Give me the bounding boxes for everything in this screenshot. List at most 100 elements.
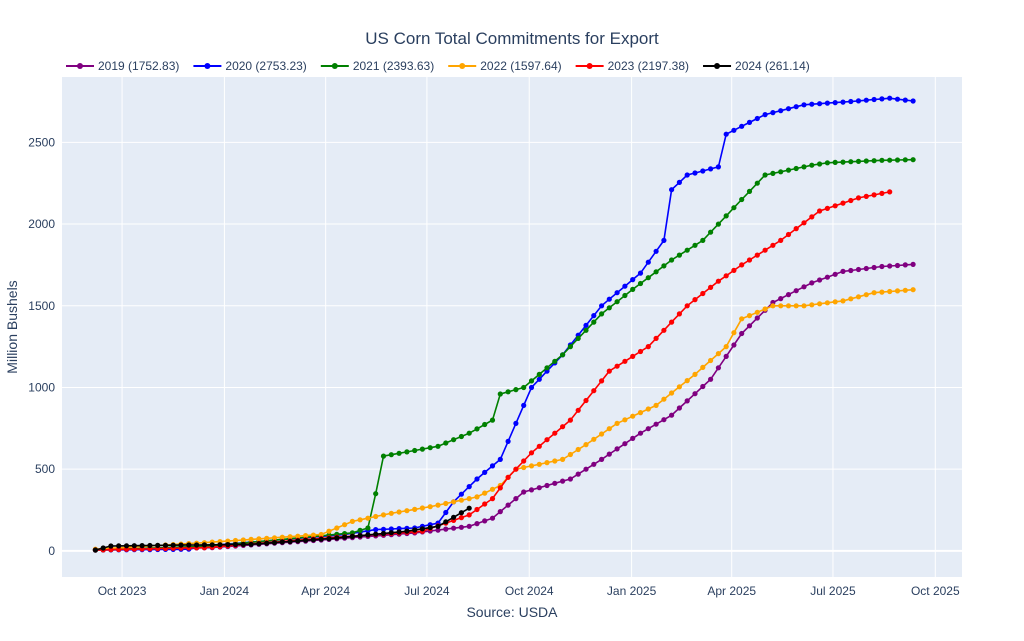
data-point	[692, 242, 698, 248]
data-point	[466, 523, 472, 529]
data-point	[778, 169, 784, 175]
data-point	[489, 515, 496, 521]
data-point	[809, 302, 815, 308]
data-point	[762, 306, 768, 312]
data-point	[139, 543, 145, 549]
legend-label: 2020 (2753.23)	[225, 59, 306, 73]
data-point	[560, 478, 566, 484]
data-point	[225, 542, 231, 548]
legend-item[interactable]: 2024 (261.14)	[703, 59, 810, 73]
data-point	[614, 290, 620, 296]
data-point	[310, 537, 316, 543]
data-point	[739, 123, 745, 129]
data-point	[848, 98, 854, 105]
data-point	[349, 518, 355, 525]
data-point	[497, 485, 503, 491]
legend-item[interactable]: 2019 (1752.83)	[66, 59, 179, 73]
data-point	[731, 205, 737, 211]
data-point	[715, 351, 722, 357]
data-point	[770, 110, 776, 116]
legend: 2019 (1752.83) 2020 (2753.23) 2021 (2393.6…	[66, 59, 810, 73]
legend-swatch-marker	[77, 63, 83, 69]
x-tick-label: Jul 2025	[810, 584, 856, 598]
data-point	[653, 269, 659, 275]
data-point	[894, 262, 901, 269]
data-point	[723, 131, 729, 137]
x-tick-label: Jan 2025	[607, 584, 657, 598]
data-point	[855, 294, 862, 300]
data-point	[817, 161, 823, 167]
data-point	[474, 494, 480, 500]
data-point	[614, 363, 620, 369]
y-tick-label: 1500	[28, 299, 55, 313]
data-point	[661, 396, 667, 402]
data-point	[778, 303, 784, 309]
legend-item[interactable]: 2023 (2197.38)	[575, 59, 689, 73]
data-point	[723, 353, 729, 359]
data-point	[832, 271, 838, 277]
data-point	[645, 406, 651, 412]
data-point	[427, 525, 433, 531]
legend-label: 2021 (2393.63)	[353, 59, 434, 73]
data-point	[505, 502, 511, 508]
data-point	[715, 164, 722, 170]
data-point	[303, 537, 309, 543]
data-point	[684, 247, 690, 253]
data-point	[373, 491, 379, 497]
data-point	[560, 456, 566, 462]
data-point	[661, 417, 667, 423]
data-point	[451, 525, 457, 531]
data-point	[591, 436, 597, 442]
data-point	[131, 543, 137, 549]
data-point	[412, 506, 418, 512]
data-point	[832, 299, 838, 305]
data-point	[528, 384, 535, 391]
data-point	[637, 280, 644, 287]
data-point	[793, 303, 799, 309]
data-point	[100, 545, 106, 551]
data-point	[832, 203, 838, 209]
data-point	[567, 344, 574, 350]
data-point	[700, 290, 706, 297]
data-point	[567, 476, 574, 482]
data-point	[435, 443, 441, 449]
data-point	[879, 157, 885, 163]
data-point	[342, 522, 348, 528]
legend-item[interactable]: 2021 (2393.63)	[320, 59, 434, 73]
x-tick-label: Jan 2024	[200, 584, 250, 598]
data-point	[489, 486, 496, 492]
data-point	[676, 179, 683, 185]
data-point	[715, 221, 722, 227]
data-point	[388, 510, 394, 516]
data-point	[466, 505, 472, 511]
data-point	[622, 358, 628, 364]
data-point	[700, 168, 706, 174]
y-tick-label: 1000	[28, 380, 55, 394]
data-point	[489, 417, 496, 423]
legend-item[interactable]: 2020 (2753.23)	[193, 59, 307, 73]
data-point	[715, 278, 722, 284]
data-point	[708, 229, 714, 235]
data-point	[583, 327, 589, 333]
data-point	[902, 287, 908, 293]
data-point	[863, 265, 869, 272]
legend-item[interactable]: 2022 (1597.64)	[448, 59, 562, 73]
data-point	[785, 231, 792, 238]
data-point	[271, 540, 278, 546]
data-point	[544, 460, 550, 466]
data-point	[801, 284, 807, 290]
data-point	[824, 300, 831, 306]
data-point	[630, 435, 636, 441]
data-point	[700, 237, 706, 243]
series-layer	[92, 95, 916, 553]
data-point	[778, 296, 784, 302]
data-point	[295, 533, 301, 539]
data-point	[817, 301, 823, 307]
data-point	[606, 296, 612, 302]
data-point	[583, 442, 589, 448]
data-point	[653, 402, 659, 408]
data-point	[162, 542, 169, 548]
data-point	[622, 441, 628, 447]
data-point	[419, 526, 425, 532]
